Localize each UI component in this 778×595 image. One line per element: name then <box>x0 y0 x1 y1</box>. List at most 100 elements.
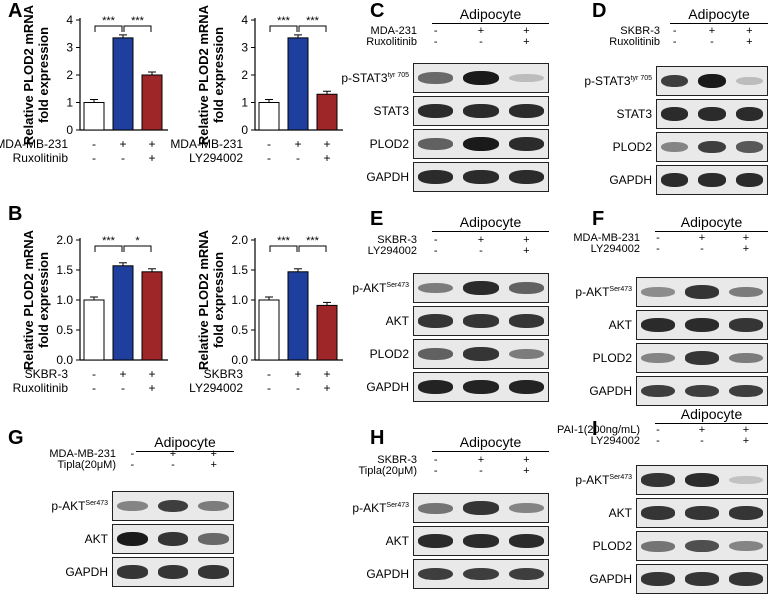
treatment-sign: - <box>656 424 660 436</box>
blot-row-label: STAT3 <box>616 107 652 121</box>
treatment-sign: + <box>294 137 301 151</box>
treatment-label: SKBR3 <box>204 367 244 381</box>
y-tick-label: 0.0 <box>231 353 248 367</box>
treatment-sign: + <box>294 367 301 381</box>
protein-band <box>698 74 726 88</box>
treatment-sign: + <box>523 36 530 48</box>
treatment-label: Ruxolitinib <box>366 36 417 48</box>
blot-row-label: GAPDH <box>366 380 409 394</box>
panel-label-a: A <box>8 0 23 22</box>
protein-band <box>729 352 763 364</box>
protein-band <box>661 141 689 153</box>
protein-band <box>685 539 719 553</box>
y-tick-label: 0.0 <box>56 353 73 367</box>
panel-label-g: G <box>8 427 24 449</box>
protein-band <box>685 572 719 586</box>
treatment-sign: + <box>746 36 753 48</box>
treatment-label: LY294002 <box>590 435 640 447</box>
treatment-sign: - <box>700 435 704 447</box>
protein-band <box>735 141 763 153</box>
protein-band <box>661 74 689 88</box>
y-tick-label: 2.0 <box>231 233 248 247</box>
blot-header-line <box>432 23 549 24</box>
treatment-sign: + <box>148 381 155 395</box>
protein-name: GAPDH <box>589 572 632 586</box>
protein-band <box>641 540 675 552</box>
protein-band <box>729 506 763 520</box>
treatment-sign: - <box>656 243 660 255</box>
protein-band <box>418 170 454 184</box>
bar <box>316 93 338 131</box>
treatment-sign: + <box>323 151 330 165</box>
protein-name: AKT <box>608 506 632 520</box>
blot-row-label: GAPDH <box>366 567 409 581</box>
blot-row-label: p-AKTSer473 <box>575 473 632 487</box>
treatment-label: MDA-231 <box>370 25 417 37</box>
treatment-sign: - <box>121 151 125 165</box>
treatment-sign: - <box>700 243 704 255</box>
protein-band <box>641 473 675 487</box>
protein-band <box>661 173 689 187</box>
protein-band <box>729 384 763 398</box>
protein-name: PLOD2 <box>592 539 632 553</box>
treatment-label: LY294002 <box>367 245 417 257</box>
protein-band <box>641 384 675 398</box>
protein-band <box>418 380 454 394</box>
treatment-sign: + <box>742 243 750 255</box>
significance-bracket <box>298 25 327 32</box>
blot-header: Adipocyte <box>154 434 216 450</box>
y-tick-label: 1 <box>66 96 73 110</box>
treatment-sign: + <box>523 465 530 477</box>
y-tick-label: 0.5 <box>231 323 248 337</box>
treatment-sign: - <box>267 137 271 151</box>
treatment-sign: + <box>119 137 126 151</box>
treatment-label: SKBR-3 <box>25 367 69 381</box>
treatment-sign: - <box>672 36 677 48</box>
y-tick-label: 1.0 <box>56 293 73 307</box>
treatment-sign: + <box>523 234 530 246</box>
protein-band <box>463 170 499 184</box>
treatment-label: Ruxolitinib <box>609 36 660 48</box>
treatment-sign: - <box>92 381 96 395</box>
significance-label: *** <box>306 235 320 247</box>
blot-row-label: PLOD2 <box>613 140 652 154</box>
phospho-site: Ser473 <box>609 474 632 481</box>
protein-band <box>418 138 454 150</box>
bar <box>141 74 163 131</box>
treatment-sign: - <box>710 36 714 48</box>
protein-name: PLOD2 <box>369 137 409 151</box>
protein-band <box>508 314 544 328</box>
blot-header: Adipocyte <box>688 6 750 22</box>
blot-row-label: AKT <box>609 506 632 520</box>
treatment-sign: - <box>130 459 135 471</box>
blot-row-label: p-STAT3tyr 705 <box>584 74 652 88</box>
protein-name: GAPDH <box>366 170 409 184</box>
panel-label-f: F <box>592 208 605 230</box>
significance-bracket <box>269 25 298 32</box>
panel-label-i: I <box>592 418 598 440</box>
protein-name: GAPDH <box>366 567 409 581</box>
protein-band <box>661 107 689 121</box>
treatment-sign: - <box>296 381 300 395</box>
y-axis-label: Relative PLOD2 mRNAfold expression <box>21 229 51 370</box>
treatment-sign: - <box>130 448 135 460</box>
panel-label-c: C <box>370 0 385 22</box>
treatment-sign: - <box>656 232 660 244</box>
treatment-sign: + <box>477 454 485 466</box>
protein-band <box>117 500 148 512</box>
treatment-sign: - <box>267 381 271 395</box>
treatment-sign: - <box>121 381 125 395</box>
y-tick-label: 1.0 <box>231 293 248 307</box>
treatment-sign: + <box>210 448 217 460</box>
bar <box>83 299 105 361</box>
protein-name: PLOD2 <box>612 140 652 154</box>
protein-name: PLOD2 <box>369 347 409 361</box>
protein-band <box>685 285 719 299</box>
treatment-sign: - <box>433 465 438 477</box>
protein-band <box>117 565 148 579</box>
treatment-sign: - <box>479 245 483 257</box>
protein-name: p-AKT <box>352 501 387 515</box>
significance-bracket <box>94 25 123 32</box>
protein-name: p-STAT3 <box>584 74 631 88</box>
treatment-label: MDA-MB-231 <box>170 137 243 151</box>
